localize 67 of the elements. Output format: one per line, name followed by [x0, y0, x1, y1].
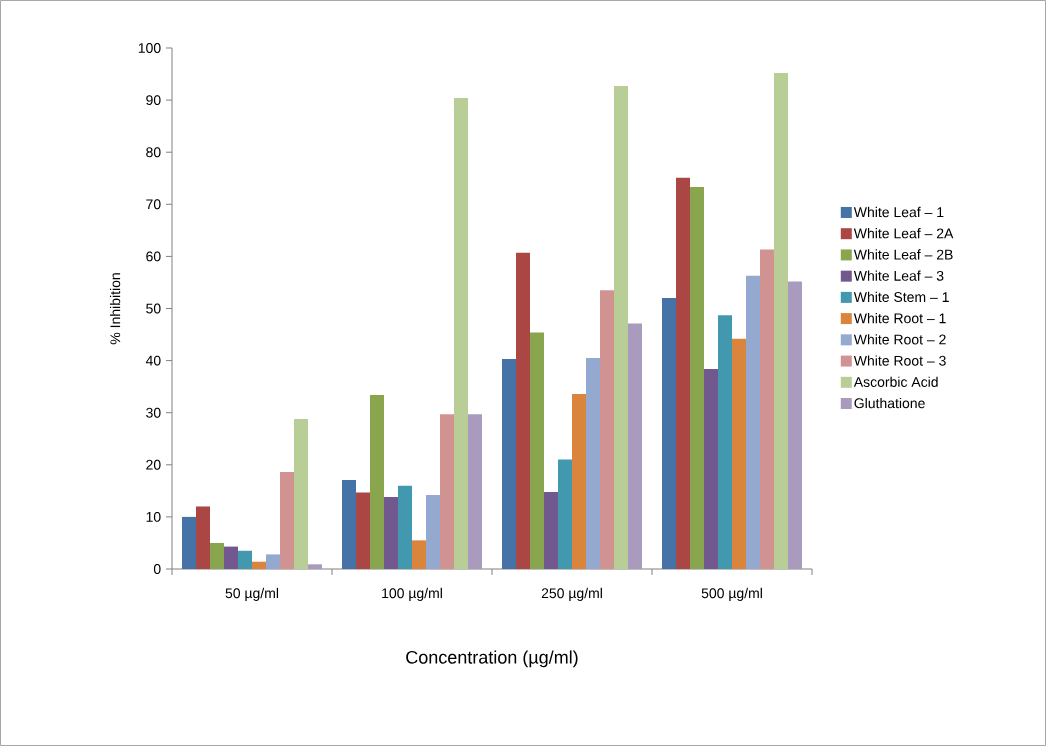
- legend-label: White Leaf – 2B: [853, 249, 953, 260]
- y-tick-label: 60: [146, 251, 161, 262]
- bar: [572, 393, 586, 569]
- legend-label: White Stem – 1: [853, 291, 949, 303]
- bar: [210, 542, 224, 569]
- bar: [440, 414, 454, 569]
- bar: [252, 561, 266, 569]
- bar: [662, 298, 676, 569]
- bar: [502, 359, 516, 569]
- bar: [294, 418, 308, 569]
- bar: [516, 252, 530, 569]
- legend-label: White Root – 3: [853, 355, 946, 366]
- bar: [398, 485, 412, 569]
- bar: [468, 414, 482, 569]
- y-tick-label: 10: [146, 511, 161, 522]
- legend-label: Gluthatione: [854, 397, 925, 409]
- bar: [342, 479, 356, 569]
- bar: [412, 540, 426, 569]
- x-tick-label: 500 µg/ml: [701, 587, 762, 601]
- legend-label: White Leaf – 2A: [853, 228, 954, 239]
- bar: [788, 281, 802, 569]
- legend-label: Ascorbic Acid: [853, 376, 938, 387]
- bar: [586, 357, 600, 569]
- legend-label: White Leaf – 1: [853, 206, 944, 218]
- legend-label: White Leaf – 3: [853, 270, 944, 281]
- bar: [732, 338, 746, 569]
- bar: [238, 550, 252, 569]
- legend-label: White Root – 2: [853, 334, 946, 345]
- bar: [426, 495, 440, 569]
- x-tick-label: 50 µg/ml: [225, 587, 279, 601]
- bar: [774, 73, 788, 569]
- y-tick-label: 30: [146, 407, 161, 418]
- bar: [266, 554, 280, 569]
- bar: [224, 546, 238, 569]
- bar: [600, 290, 614, 569]
- bar: [558, 459, 572, 569]
- bar: [454, 98, 468, 569]
- y-tick-label: 90: [146, 95, 161, 106]
- bar: [384, 497, 398, 569]
- bar: [704, 368, 718, 569]
- bar: [182, 516, 196, 569]
- bar: [628, 323, 642, 569]
- bar: [718, 315, 732, 569]
- bar: [370, 394, 384, 569]
- bar: [530, 332, 544, 569]
- y-tick-label: 20: [146, 459, 161, 470]
- bar: [690, 187, 704, 569]
- y-tick-label: 0: [153, 564, 161, 574]
- legend-label: White Root – 1: [853, 312, 946, 324]
- bar: [356, 492, 370, 569]
- bar: [746, 275, 760, 569]
- bar: [614, 86, 628, 569]
- y-tick-label: 100: [138, 43, 161, 53]
- bar: [676, 177, 690, 569]
- x-tick-label: 100 µg/ml: [382, 587, 442, 601]
- bar: [196, 506, 210, 569]
- bar: [544, 491, 558, 569]
- bar: [760, 249, 774, 569]
- y-axis-title: % Inhibition: [109, 273, 121, 345]
- x-axis-title: Concentration (µg/ml): [406, 650, 578, 668]
- bar: [280, 472, 294, 569]
- bar: [308, 564, 322, 569]
- x-tick-label: 250 µg/ml: [541, 587, 602, 601]
- y-tick-label: 40: [145, 355, 161, 366]
- y-tick-label: 70: [146, 199, 161, 210]
- y-tick-label: 50: [146, 303, 161, 314]
- y-tick-label: 80: [146, 147, 161, 158]
